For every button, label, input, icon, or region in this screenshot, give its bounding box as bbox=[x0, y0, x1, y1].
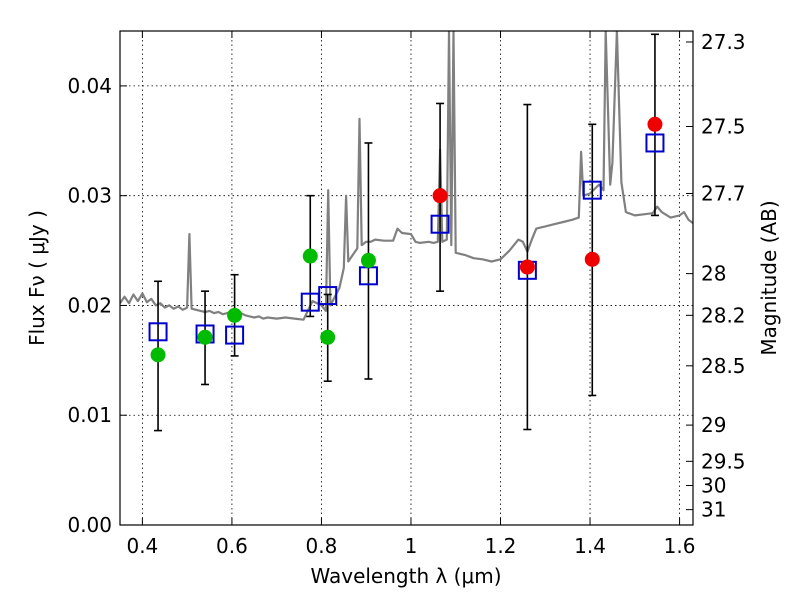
right-tick-label: 28 bbox=[701, 262, 726, 286]
right-tick-label: 27.3 bbox=[701, 30, 746, 54]
x-axis-title: Wavelength λ (μm) bbox=[310, 564, 501, 588]
markers bbox=[148, 33, 665, 432]
y-tick-label: 0.00 bbox=[67, 513, 112, 537]
model-photometry-square bbox=[430, 214, 450, 234]
x-tick-label: 1 bbox=[405, 534, 418, 558]
green-data-point bbox=[197, 329, 213, 345]
y-tick-label: 0.02 bbox=[67, 293, 112, 317]
red-data-point bbox=[647, 116, 663, 132]
green-data-point bbox=[360, 252, 376, 268]
green-data-point bbox=[227, 307, 243, 323]
right-tick-label: 27.5 bbox=[701, 115, 746, 139]
model-spectrum-line bbox=[120, 31, 693, 321]
right-tick-label: 27.7 bbox=[701, 181, 746, 205]
x-tick-label: 1.4 bbox=[574, 534, 606, 558]
model-photometry-square bbox=[582, 180, 602, 200]
right-tick-label: 31 bbox=[701, 498, 726, 522]
red-data-point bbox=[584, 251, 600, 267]
right-tick-label: 29 bbox=[701, 413, 726, 437]
green-data-point bbox=[150, 347, 166, 363]
y-tick-label: 0.04 bbox=[67, 74, 112, 98]
model-photometry-square bbox=[645, 133, 665, 153]
right-tick-label: 28.2 bbox=[701, 303, 746, 327]
x-tick-label: 1.2 bbox=[485, 534, 517, 558]
plot-area bbox=[120, 31, 693, 321]
y-axis-right-title: Magnitude (AB) bbox=[757, 200, 781, 355]
y-tick-label: 0.03 bbox=[67, 184, 112, 208]
y-axis-title: Flux Fν ( μJy ) bbox=[25, 210, 49, 346]
plot-frame bbox=[119, 30, 694, 526]
model-photometry-square bbox=[225, 325, 245, 345]
axis-ticks: 0.4 0.6 0.8 1 1.2 1.4 1.6 0.00 0.01 0.02 0.03 0.04 2… bbox=[67, 30, 745, 558]
y-tick-label: 0.01 bbox=[67, 403, 112, 427]
x-tick-label: 1.6 bbox=[664, 534, 696, 558]
right-tick-label: 28.5 bbox=[701, 354, 746, 378]
model-photometry-square bbox=[318, 286, 338, 306]
x-tick-label: 0.6 bbox=[216, 534, 248, 558]
green-data-point bbox=[320, 329, 336, 345]
green-data-point bbox=[302, 248, 318, 264]
red-data-point bbox=[519, 259, 535, 275]
right-tick-label: 29.5 bbox=[701, 449, 746, 473]
right-tick-label: 30 bbox=[701, 473, 726, 497]
red-data-point bbox=[432, 188, 448, 204]
model-photometry-square bbox=[148, 322, 168, 342]
x-tick-label: 0.8 bbox=[306, 534, 338, 558]
x-tick-label: 0.4 bbox=[126, 534, 158, 558]
